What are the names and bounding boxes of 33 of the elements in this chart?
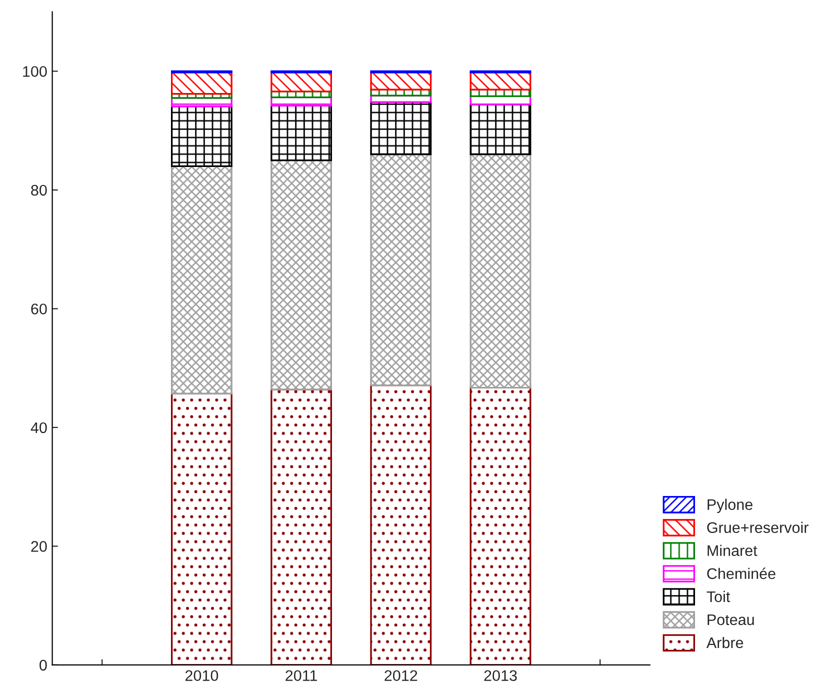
legend-label: Grue+reservoir [707, 522, 808, 534]
bar [470, 72, 532, 90]
bar [370, 101, 432, 156]
y-tick-label: 20 [31, 541, 47, 552]
bar [470, 104, 532, 156]
x-tick-label: 2012 [384, 670, 418, 682]
bar [370, 384, 432, 665]
legend-label: Pylone [708, 498, 752, 513]
bar [170, 165, 232, 394]
y-tick-label: 100 [23, 66, 47, 77]
bar [270, 104, 332, 162]
bar [370, 154, 432, 386]
bar [370, 72, 432, 90]
legend-label: Poteau [708, 614, 754, 626]
legend-label: Minaret [708, 544, 758, 556]
bar [170, 392, 232, 665]
legend-label: Cheminée [707, 568, 776, 580]
x-tick-label: 2010 [185, 670, 218, 682]
bar [270, 159, 332, 390]
legend-label: Toit [706, 590, 730, 602]
bar [170, 105, 232, 168]
x-tick-label: 2013 [484, 670, 517, 682]
y-tick-label: 60 [31, 304, 47, 314]
bar [270, 72, 332, 92]
y-tick-label: 0 [40, 660, 47, 671]
legend-label: Arbre [706, 636, 744, 648]
bar [470, 386, 532, 665]
x-tick-label: 2011 [286, 670, 317, 682]
bar [270, 388, 332, 665]
bar [170, 72, 232, 95]
bar [470, 154, 532, 389]
y-tick-label: 80 [31, 184, 47, 196]
y-tick-label: 40 [30, 422, 47, 434]
